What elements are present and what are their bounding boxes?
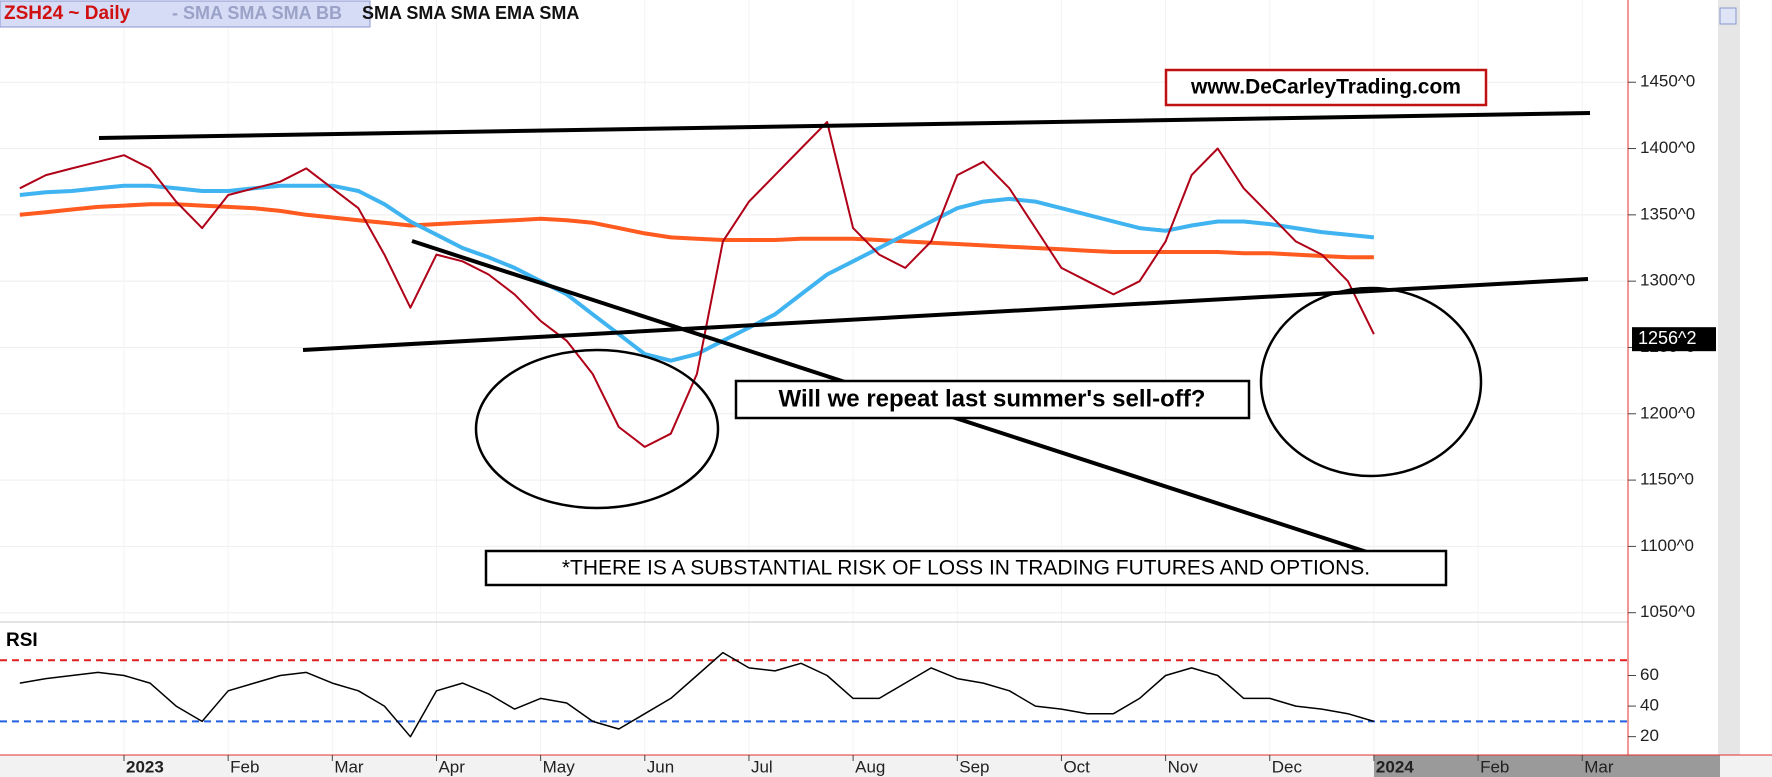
x-tick-label: Aug <box>855 757 885 776</box>
y-tick-label: 1100^0 <box>1640 536 1694 555</box>
x-tick-label: 2024 <box>1376 757 1414 776</box>
y-tick-label: 20 <box>1640 726 1659 745</box>
icon <box>1719 7 1737 25</box>
x-tick-label: Apr <box>438 757 465 776</box>
x-tick-label: Jun <box>647 757 674 776</box>
ellipse <box>474 348 720 510</box>
grid <box>0 0 1628 755</box>
y-tick-label: 1450^0 <box>1640 72 1695 91</box>
panel-title: RSI <box>6 630 38 651</box>
indicator-text: SMA SMA SMA EMA SMA <box>362 3 579 23</box>
y-tick-label: 1300^0 <box>1640 271 1695 290</box>
ellipse <box>1259 286 1483 478</box>
annotation: www.DeCarleyTrading.com <box>1190 76 1461 99</box>
y-tick-label: 1200^0 <box>1640 403 1695 422</box>
series-line <box>19 183 1375 363</box>
marks <box>0 121 1628 738</box>
annotation: *THERE IS A SUBSTANTIAL RISK OF LOSS IN … <box>562 557 1370 580</box>
trend-line <box>302 277 1589 352</box>
x-axis-strip <box>0 755 1772 777</box>
x-tick-label: Sep <box>959 757 989 776</box>
annotation: Will we repeat last summer's sell-off? <box>779 385 1206 412</box>
x-tick-label: Nov <box>1168 757 1199 776</box>
x-tick-label: Feb <box>230 757 259 776</box>
x-tick-label: Mar <box>1584 757 1614 776</box>
y-tick-label: 40 <box>1640 696 1659 715</box>
trend-line <box>98 111 1591 140</box>
y-tick-label: 1150^0 <box>1640 470 1694 489</box>
indicator-text: - SMA SMA SMA BB <box>172 3 342 23</box>
annotation-box <box>734 379 1251 420</box>
x-tick-label: Feb <box>1480 757 1509 776</box>
x-tick-label: 2023 <box>126 757 164 776</box>
series-line <box>19 651 1375 738</box>
annotation-box <box>484 549 1448 587</box>
y-tick-label: 60 <box>1640 665 1659 684</box>
series-line <box>19 121 1375 448</box>
legend-box <box>0 0 371 28</box>
last-price-label: 1256^2 <box>1638 328 1697 348</box>
x-tick-label: Dec <box>1272 757 1303 776</box>
y-tick-label: 1350^0 <box>1640 204 1695 223</box>
x-tick-label: Mar <box>334 757 364 776</box>
last-price-tag <box>1632 327 1716 352</box>
future-strip <box>1374 755 1720 777</box>
y-tick-label: 1400^0 <box>1640 138 1695 157</box>
scrollbar <box>1718 0 1740 622</box>
scrollbar <box>1718 622 1740 755</box>
y-tick-label: 1050^0 <box>1640 602 1695 621</box>
series-line <box>19 202 1374 260</box>
x-tick-label: May <box>543 757 576 776</box>
x-tick-label: Jul <box>751 757 773 776</box>
chart-title: ZSH24 ~ Daily <box>4 3 131 24</box>
annotation-box <box>1164 68 1488 107</box>
x-tick-label: Oct <box>1063 757 1090 776</box>
